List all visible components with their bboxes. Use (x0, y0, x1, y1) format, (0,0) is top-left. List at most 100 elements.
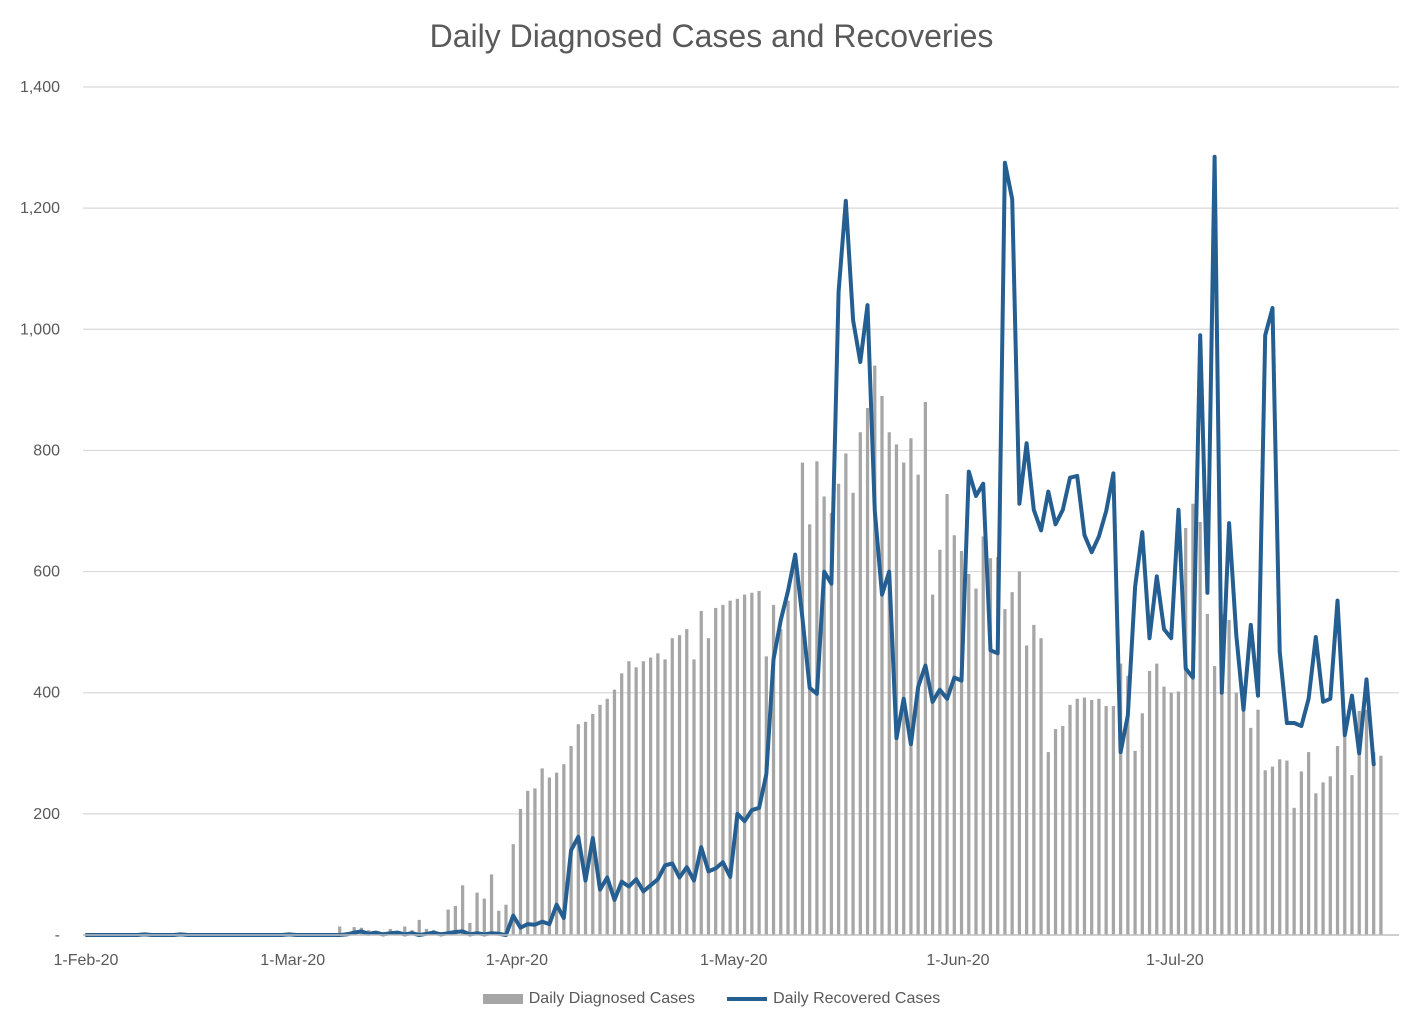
bar-daily-diagnosed (518, 809, 523, 935)
bar-daily-diagnosed (677, 635, 682, 935)
bar-daily-diagnosed (952, 535, 956, 935)
bar-daily-diagnosed (1147, 670, 1152, 935)
bar-daily-diagnosed (1220, 613, 1224, 935)
bar-daily-diagnosed (865, 408, 870, 935)
bar-daily-diagnosed (815, 461, 819, 935)
bar-daily-diagnosed (1292, 807, 1296, 935)
bar-daily-diagnosed (887, 432, 891, 935)
bar-daily-diagnosed (880, 395, 884, 935)
bar-daily-diagnosed (1162, 686, 1166, 935)
bar-daily-diagnosed (583, 721, 588, 935)
bar-daily-diagnosed (620, 673, 624, 935)
bar-daily-diagnosed (945, 494, 949, 935)
bar-daily-diagnosed (916, 474, 920, 935)
bar-daily-diagnosed (981, 536, 985, 935)
bar-daily-diagnosed (605, 698, 609, 935)
bar-daily-diagnosed (468, 922, 472, 935)
bar-daily-diagnosed (1082, 697, 1087, 935)
bar-daily-diagnosed (1241, 691, 1246, 935)
bar-daily-diagnosed (800, 462, 805, 935)
y-tick-label: 200 (33, 806, 60, 823)
bar-daily-diagnosed (988, 558, 993, 935)
y-tick-label: 400 (33, 685, 60, 702)
x-tick-label: 1-Apr-20 (486, 952, 548, 969)
bar-daily-diagnosed (909, 438, 913, 935)
bar-daily-diagnosed (786, 600, 790, 935)
y-axis-ticks: - 200 400 600 800 1,000 1,200 1,400 (20, 79, 60, 944)
bar-daily-diagnosed (771, 604, 776, 935)
bar-daily-diagnosed (1335, 746, 1340, 935)
bar-daily-diagnosed (742, 594, 747, 935)
bar-daily-diagnosed (728, 600, 732, 935)
bar-daily-diagnosed (1343, 723, 1347, 935)
bar-daily-diagnosed (598, 704, 602, 935)
bar-daily-diagnosed (829, 512, 834, 935)
bar-daily-diagnosed (996, 557, 1000, 935)
x-axis-ticks: 1-Feb-20 1-Mar-20 1-Apr-20 1-May-20 1-Jun-20… (54, 952, 1204, 969)
bar-daily-diagnosed (1133, 750, 1137, 935)
bar-daily-diagnosed (663, 659, 667, 935)
bar-daily-diagnosed (511, 844, 515, 935)
gridlines (83, 86, 1399, 815)
bar-daily-diagnosed (1299, 771, 1304, 935)
legend-label-diagnosed: Daily Diagnosed Cases (528, 990, 696, 1007)
bar-daily-diagnosed (1097, 698, 1101, 935)
legend: Daily Diagnosed Cases Daily Recovered Ca… (0, 990, 1423, 1008)
bar-daily-diagnosed (1379, 755, 1383, 935)
bar-daily-diagnosed (1046, 752, 1050, 935)
bar-daily-diagnosed (1118, 663, 1123, 935)
bar-daily-diagnosed (612, 689, 617, 935)
bar-daily-diagnosed (974, 588, 978, 935)
bar-daily-diagnosed (1169, 692, 1173, 935)
bar-daily-diagnosed (1234, 692, 1238, 935)
bar-daily-diagnosed (1032, 624, 1036, 935)
bar-daily-diagnosed (735, 598, 740, 935)
bar-daily-diagnosed (1249, 727, 1253, 935)
bar-daily-diagnosed (1104, 706, 1108, 935)
bar-daily-diagnosed (533, 788, 537, 935)
bar-daily-diagnosed (1024, 645, 1029, 935)
bar-daily-diagnosed (453, 905, 458, 935)
bar-daily-diagnosed (1328, 776, 1332, 935)
bar-daily-diagnosed (634, 667, 638, 935)
bar-daily-diagnosed (873, 365, 877, 936)
bar-daily-diagnosed (1212, 666, 1217, 935)
bar-daily-diagnosed (1155, 663, 1159, 935)
y-tick-label: 1,200 (20, 200, 60, 217)
bar-daily-diagnosed (938, 549, 942, 935)
x-tick-label: 1-Jun-20 (926, 952, 989, 969)
bar-daily-diagnosed (497, 910, 501, 935)
bar-daily-diagnosed (1364, 709, 1369, 935)
bar-series-daily-diagnosed-cases (338, 365, 1383, 936)
bar-daily-diagnosed (1256, 709, 1260, 935)
bar-daily-diagnosed (446, 909, 450, 935)
bar-daily-diagnosed (779, 629, 783, 935)
bar-daily-diagnosed (403, 926, 407, 935)
bar-daily-diagnosed (1285, 760, 1289, 935)
bar-daily-diagnosed (1350, 775, 1354, 935)
bar-daily-diagnosed (808, 524, 812, 935)
legend-item-diagnosed[interactable]: Daily Diagnosed Cases (482, 990, 696, 1008)
bar-daily-diagnosed (417, 919, 421, 935)
bar-daily-diagnosed (699, 610, 703, 935)
bar-daily-diagnosed (1314, 793, 1318, 935)
x-tick-label: 1-Jul-20 (1146, 952, 1204, 969)
legend-item-recovered[interactable]: Daily Recovered Cases (727, 990, 940, 1008)
bar-daily-diagnosed (1184, 527, 1188, 935)
bar-daily-diagnosed (482, 898, 486, 935)
bar-daily-diagnosed (858, 432, 862, 935)
y-tick-label: 600 (33, 564, 60, 581)
bar-daily-diagnosed (1061, 726, 1065, 935)
x-tick-label: 1-May-20 (700, 952, 768, 969)
bar-daily-diagnosed (1263, 770, 1267, 935)
chart-title: Daily Diagnosed Cases and Recoveries (429, 18, 994, 54)
bar-daily-diagnosed (894, 444, 899, 935)
bar-daily-diagnosed (822, 496, 826, 935)
bar-daily-diagnosed (1191, 503, 1195, 935)
bar-daily-diagnosed (576, 724, 580, 935)
bar-daily-diagnosed (656, 653, 660, 935)
bar-daily-diagnosed (721, 604, 725, 935)
bar-daily-diagnosed (1227, 620, 1231, 935)
bar-daily-diagnosed (685, 629, 689, 935)
